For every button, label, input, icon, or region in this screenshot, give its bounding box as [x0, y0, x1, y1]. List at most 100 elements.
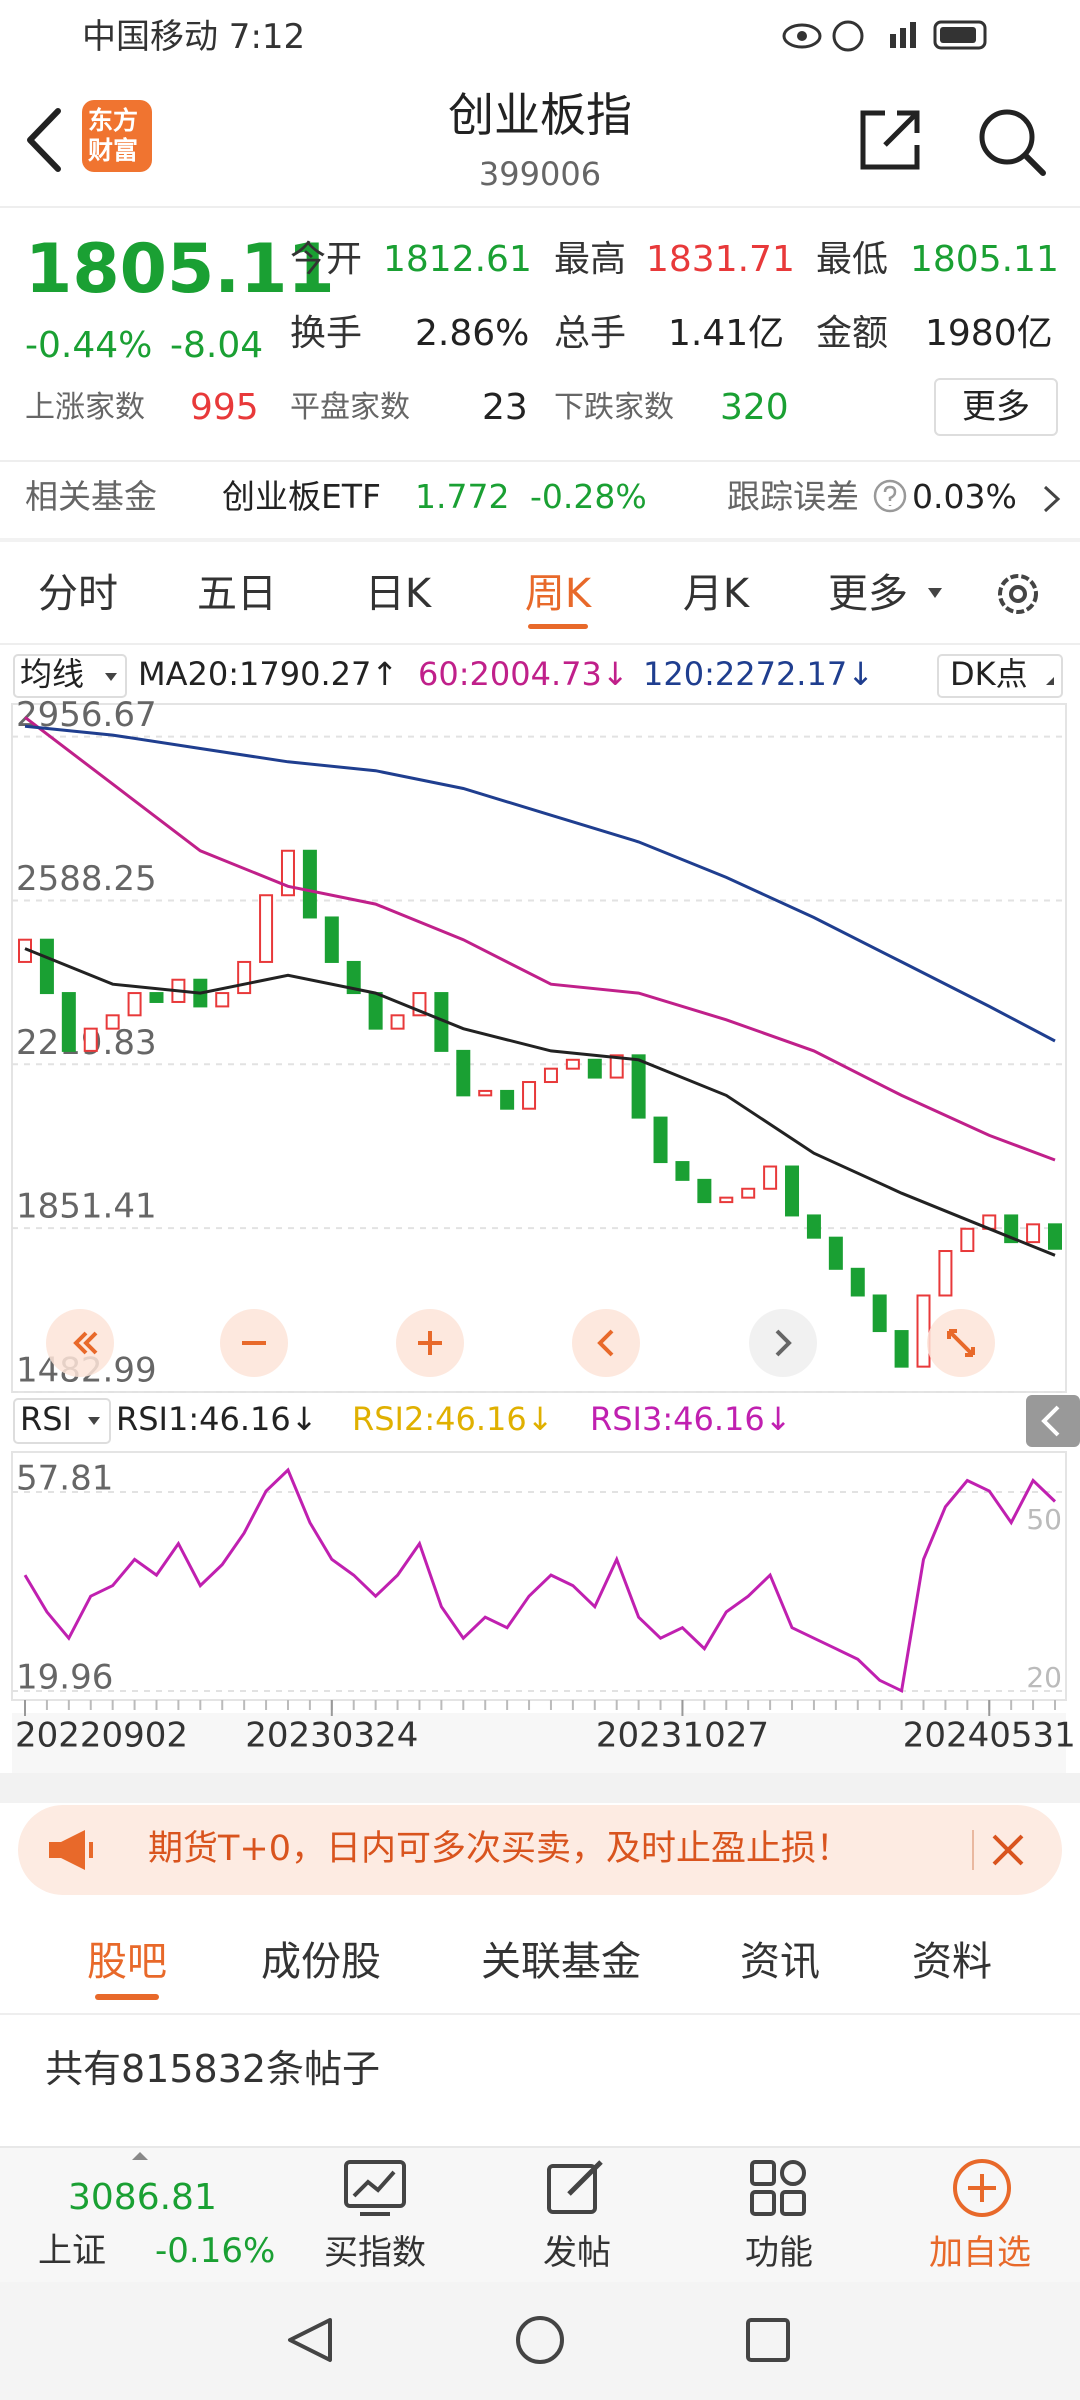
- eye-icon: [782, 23, 822, 49]
- sh-index-value[interactable]: 3086.81: [68, 2177, 217, 2218]
- stat-value: 1812.61: [383, 239, 532, 280]
- candle-down: [368, 992, 383, 1030]
- stat-label: 最高: [554, 239, 627, 280]
- promo-banner[interactable]: [18, 1805, 1062, 1895]
- share-button[interactable]: [855, 105, 925, 175]
- price: 1805.11: [25, 230, 335, 309]
- ma-button[interactable]: 均线: [20, 655, 84, 693]
- feed-tab[interactable]: 关联基金: [481, 1939, 641, 1985]
- fund-label: 相关基金: [25, 477, 157, 516]
- more-button[interactable]: 更多: [934, 378, 1058, 436]
- candle-up: [565, 1058, 580, 1070]
- nav-back[interactable]: [288, 2318, 332, 2362]
- period-tab[interactable]: 月K: [682, 571, 750, 617]
- close-banner[interactable]: [990, 1832, 1026, 1868]
- search-button[interactable]: [975, 105, 1050, 180]
- candle-down: [61, 992, 76, 1052]
- candle-down: [587, 1058, 602, 1079]
- candle-down: [872, 1294, 887, 1333]
- dk-button-box[interactable]: [937, 654, 1063, 698]
- candle-down: [828, 1236, 843, 1270]
- chevron: [1043, 485, 1061, 513]
- nav-home[interactable]: [516, 2316, 564, 2364]
- candle-down: [850, 1267, 865, 1297]
- toolbar-item[interactable]: 加自选: [929, 2233, 1031, 2273]
- toolbar-item[interactable]: 买指数: [324, 2233, 426, 2273]
- dropdown-caret: [928, 588, 942, 598]
- post-icon: [547, 2160, 603, 2214]
- help-mark: [883, 485, 897, 506]
- period-tab[interactable]: 日K: [364, 571, 432, 617]
- dk-button[interactable]: DK点: [950, 655, 1028, 693]
- chevron-path: [1043, 485, 1061, 513]
- feed-tab[interactable]: 成份股: [261, 1939, 381, 1985]
- stat-label: 最低: [816, 239, 889, 280]
- change-pct: -0.44%: [25, 325, 153, 366]
- search-lens: [979, 109, 1035, 165]
- toolbar-item[interactable]: 发帖: [543, 2233, 611, 2273]
- candle-up: [259, 894, 274, 963]
- fund-name[interactable]: 创业板ETF: [222, 477, 381, 516]
- date-strip: [12, 1713, 1066, 1773]
- nav-bar: [0, 2282, 1080, 2400]
- battery-level: [940, 27, 976, 43]
- candle-down: [894, 1330, 909, 1368]
- rsi-line: [23, 1467, 1057, 1694]
- collapse-tab[interactable]: [1026, 1395, 1080, 1447]
- feed-tab[interactable]: 资料: [912, 1939, 992, 1985]
- corner-mark: [1046, 677, 1054, 685]
- nav-recent[interactable]: [746, 2318, 790, 2362]
- signal-bar: [890, 34, 896, 48]
- period-tab[interactable]: 五日: [197, 571, 277, 617]
- toolbar-item[interactable]: 功能: [745, 2233, 813, 2273]
- help-icon[interactable]: [872, 478, 908, 514]
- rsi-button-box[interactable]: [13, 1398, 111, 1444]
- breadth-label: 下跌家数: [554, 390, 674, 425]
- sh-index-name[interactable]: 上证: [38, 2231, 106, 2271]
- rsi-button[interactable]: RSI: [20, 1400, 72, 1438]
- y-tick-label: 2956.67: [16, 695, 157, 735]
- rsi-legend-entry: RSI2:46.16↓: [352, 1400, 554, 1438]
- legend-entry: 120:2272.17↓: [643, 655, 874, 693]
- tab-underline: [95, 1994, 159, 2000]
- caret: [88, 1417, 100, 1425]
- control-icon: [597, 1329, 614, 1357]
- signal-bar: [900, 28, 906, 48]
- icon-plus: [968, 2174, 996, 2202]
- banner-text[interactable]: 期货T+0，日内可多次买卖，及时止盈止损！: [148, 1829, 851, 1869]
- up-caret: [132, 2152, 148, 2160]
- tab-underline: [528, 624, 588, 629]
- rsi-frame: [11, 1451, 1067, 1701]
- icon-frame: [547, 2164, 597, 2214]
- icon-cell: [750, 2190, 776, 2216]
- collapse-arrow: [1041, 1405, 1060, 1437]
- candle-down: [456, 1049, 471, 1097]
- divider: [0, 2013, 1080, 2015]
- period-tab[interactable]: 更多: [828, 571, 908, 617]
- sh-index-change[interactable]: -0.16%: [155, 2231, 276, 2271]
- feed-tab[interactable]: 资讯: [740, 1939, 820, 1985]
- bottom-toolbar: [0, 2146, 1080, 2282]
- rsi-right-label: 20: [1026, 1661, 1062, 1694]
- settings-button[interactable]: [990, 566, 1046, 622]
- back-button[interactable]: [20, 105, 70, 175]
- divider: [0, 643, 1080, 645]
- status-carrier-time: 中国移动 7:12: [82, 17, 306, 57]
- signal-bar: [910, 22, 916, 48]
- buy-index-icon: [344, 2160, 406, 2216]
- caret: [928, 588, 942, 598]
- stat-value: 1831.71: [646, 239, 795, 280]
- feed-tab-active[interactable]: 股吧: [87, 1939, 167, 1985]
- candle-up: [215, 992, 230, 1008]
- candle-up: [83, 1027, 98, 1052]
- chart-control: [46, 1309, 114, 1377]
- breadth-value: 995: [190, 387, 259, 428]
- period-tab[interactable]: 分时: [38, 571, 118, 617]
- index-code: 399006: [478, 155, 602, 193]
- period-tab-active[interactable]: 周K: [524, 571, 592, 617]
- tracking-error-label: 跟踪误差: [727, 477, 859, 516]
- candle-down: [1048, 1223, 1062, 1250]
- eye-pupil: [797, 31, 807, 41]
- candle-up: [916, 1294, 931, 1368]
- ma-button-box[interactable]: [13, 654, 127, 698]
